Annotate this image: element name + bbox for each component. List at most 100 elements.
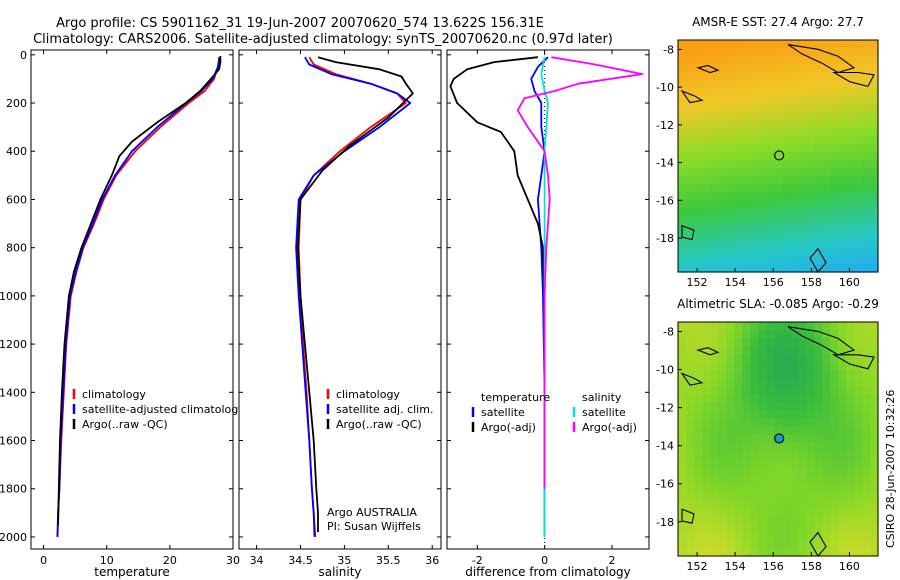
heatmap-cell [774, 216, 783, 225]
heatmap-cell [702, 539, 711, 549]
heatmap-cell [846, 192, 855, 201]
heatmap-cell [846, 475, 855, 484]
heatmap-cell [830, 459, 839, 468]
heatmap-cell [726, 539, 735, 549]
heatmap-cell [766, 515, 775, 525]
heatmap-cell [846, 523, 855, 533]
heatmap-cell [758, 378, 767, 388]
heatmap-cell [750, 56, 759, 65]
heatmap-cell [734, 451, 743, 460]
heatmap-cell [678, 434, 687, 444]
heatmap-cell [806, 523, 815, 533]
heatmap-cell [774, 112, 783, 121]
heatmap-cell [702, 136, 711, 145]
heatmap-cell [854, 128, 863, 137]
heatmap-cell [806, 208, 815, 217]
heatmap-cell [758, 56, 767, 65]
heatmap-cell [774, 547, 783, 557]
heatmap-cell [830, 72, 839, 81]
heatmap-cell [782, 112, 791, 121]
heatmap-cell [694, 330, 703, 339]
heatmap-cell [838, 330, 847, 339]
heatmap-cell [694, 192, 703, 201]
heatmap-cell [806, 256, 815, 265]
heatmap-cell [766, 72, 775, 81]
heatmap-cell [798, 56, 807, 65]
x-tick-label: 0 [40, 554, 47, 567]
heatmap-cell [862, 112, 871, 121]
heatmap-cell [782, 224, 791, 233]
heatmap-cell [798, 192, 807, 201]
heatmap-cell [758, 144, 767, 153]
heatmap-cell [782, 64, 791, 73]
heatmap-cell [782, 72, 791, 81]
x-tick-label: 158 [801, 560, 822, 573]
heatmap-cell [726, 112, 735, 121]
heatmap-cell [766, 547, 775, 557]
heatmap-cell [678, 120, 687, 129]
heatmap-cell [686, 48, 695, 57]
heatmap-cell [782, 443, 791, 452]
heatmap-cell [774, 378, 783, 388]
heatmap-cell [758, 48, 767, 57]
heatmap-cell [710, 483, 719, 493]
heatmap-cell [870, 483, 879, 493]
heatmap-cell [758, 208, 767, 217]
heatmap-cell [718, 322, 727, 331]
heatmap-cell [694, 475, 703, 484]
heatmap-cell [710, 240, 719, 249]
heatmap-cell [766, 378, 775, 388]
x-axis-label: temperature [94, 565, 169, 579]
profile-location-marker [774, 150, 785, 161]
heatmap-cell [862, 168, 871, 177]
heatmap-cell [830, 322, 839, 331]
heatmap-cell [870, 515, 879, 525]
heatmap-cell [710, 330, 719, 339]
heatmap-cell [782, 499, 791, 509]
heatmap-cell [862, 232, 871, 241]
heatmap-cell [734, 96, 743, 105]
heatmap-cell [758, 362, 767, 372]
heatmap-cell [718, 144, 727, 153]
heatmap-cell [798, 354, 807, 363]
heatmap-cell [702, 240, 711, 249]
heatmap-cell [790, 475, 799, 484]
heatmap-cell [806, 467, 815, 476]
heatmap-cell [758, 192, 767, 201]
heatmap-cell [798, 240, 807, 249]
heatmap-cell [782, 402, 791, 412]
heatmap-cell [718, 216, 727, 225]
heatmap-cell [798, 128, 807, 137]
heatmap-cell [854, 394, 863, 404]
heatmap-cell [798, 72, 807, 81]
heatmap-cell [830, 539, 839, 549]
y-tick-label: 1800 [0, 483, 27, 496]
heatmap-cell [838, 136, 847, 145]
heatmap-cell [726, 96, 735, 105]
heatmap-cell [822, 483, 831, 493]
heatmap-cell [814, 459, 823, 468]
heatmap-cell [734, 144, 743, 153]
heatmap-cell [854, 354, 863, 363]
heatmap-cell [726, 410, 735, 420]
credit-timestamp: CSIRO 28-Jun-2007 10:32:26 [884, 390, 897, 548]
heatmap-cell [790, 232, 799, 241]
heatmap-cell [814, 322, 823, 331]
heatmap-cell [782, 120, 791, 129]
heatmap-cell [790, 499, 799, 509]
heatmap-cell [702, 410, 711, 420]
heatmap-cell [766, 523, 775, 533]
heatmap-cell [854, 208, 863, 217]
heatmap-cell [806, 56, 815, 65]
heatmap-cell [758, 475, 767, 484]
heatmap-cell [846, 160, 855, 169]
heatmap-cell [814, 144, 823, 153]
heatmap-cell [686, 88, 695, 97]
heatmap-cell [726, 467, 735, 476]
heatmap-cell [830, 232, 839, 241]
heatmap-cell [798, 394, 807, 404]
heatmap-cell [750, 475, 759, 484]
heatmap-cell [734, 64, 743, 73]
heatmap-cell [678, 483, 687, 493]
